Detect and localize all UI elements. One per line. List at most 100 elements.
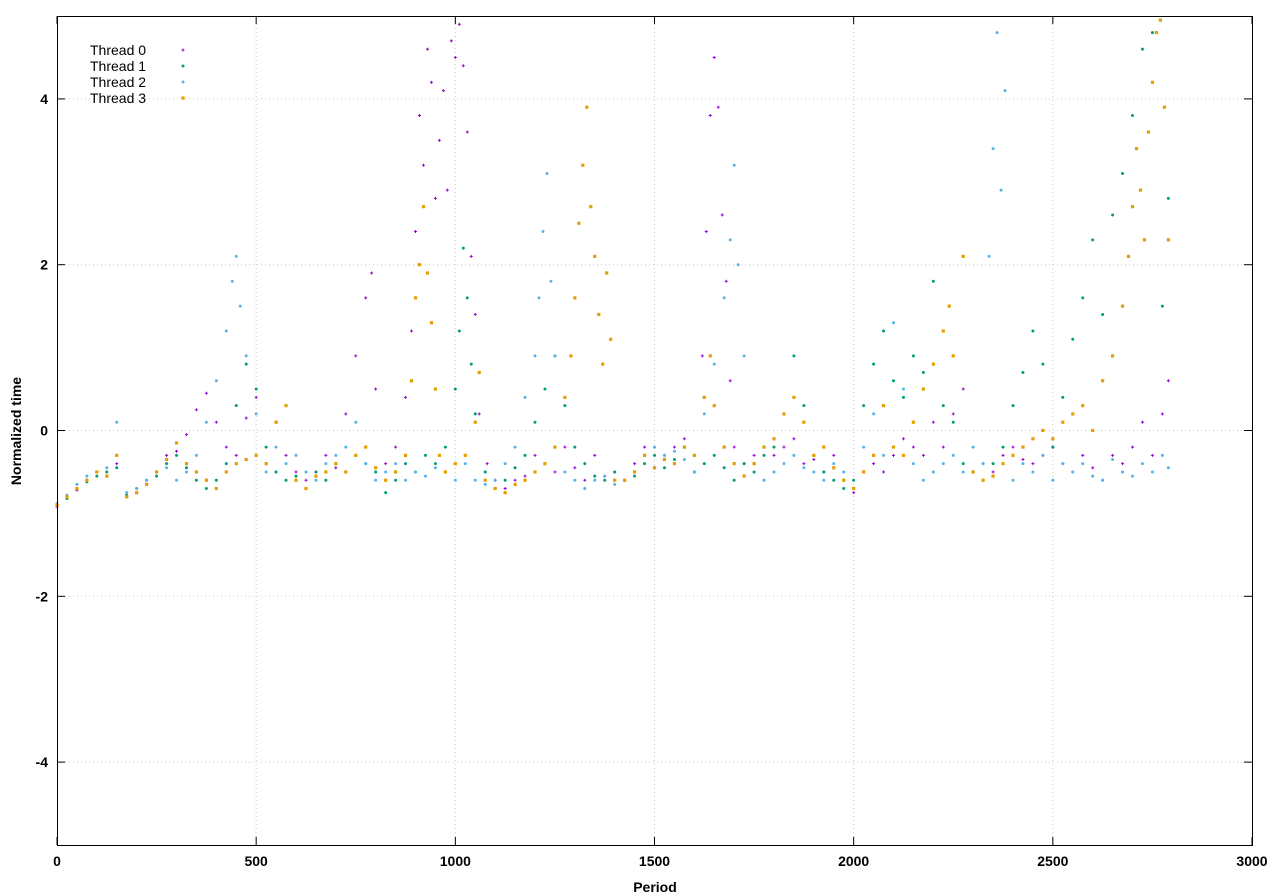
data-point [1126, 254, 1131, 259]
legend-marker [181, 48, 185, 52]
data-point [822, 470, 826, 474]
data-point [653, 453, 656, 457]
data-point [603, 474, 607, 478]
data-point [931, 279, 935, 283]
x-tick-label: 500 [244, 853, 268, 869]
data-point [304, 478, 308, 482]
data-point [577, 221, 581, 225]
data-point [145, 482, 149, 486]
series-thread-1 [55, 31, 1170, 507]
data-point [1140, 420, 1144, 424]
data-point [264, 445, 268, 449]
data-point [461, 64, 465, 68]
data-point [720, 213, 724, 217]
data-point [437, 453, 441, 457]
data-point [573, 296, 577, 300]
data-point [613, 478, 617, 482]
data-point [164, 457, 169, 462]
data-point [732, 462, 736, 466]
data-point [941, 462, 945, 466]
series-thread-0 [55, 22, 1170, 509]
data-point [1041, 453, 1045, 457]
data-point [732, 163, 736, 167]
data-point [1001, 453, 1005, 457]
data-point [1091, 474, 1095, 478]
data-point [792, 437, 796, 441]
data-point [652, 466, 657, 470]
data-point [1021, 370, 1025, 374]
data-point [473, 412, 477, 416]
data-point [175, 478, 178, 482]
data-point [662, 457, 667, 462]
data-point [394, 445, 398, 449]
data-point [393, 470, 398, 474]
data-point [175, 453, 178, 457]
x-axis-title: Period [633, 879, 677, 895]
data-point [194, 408, 198, 412]
data-point [1120, 304, 1125, 308]
data-point [465, 130, 469, 134]
data-point [1081, 462, 1085, 466]
data-point [533, 470, 537, 474]
data-point [1134, 147, 1139, 151]
data-point [324, 462, 328, 466]
data-point [115, 453, 119, 457]
data-point [403, 453, 408, 457]
data-point [184, 433, 188, 437]
legend-marker [181, 64, 185, 68]
data-point [485, 462, 489, 466]
data-point [541, 230, 545, 234]
data-point [334, 466, 338, 470]
data-point [1121, 470, 1125, 474]
y-tick-label: 2 [40, 257, 48, 273]
data-point [135, 491, 139, 495]
data-point [712, 404, 716, 408]
axis-tick-labels: 0 500 1000 1500 2000 2500 3000 -4 -2 0 2 4 [36, 91, 1268, 869]
data-point [443, 445, 447, 449]
data-point [224, 445, 228, 449]
data-point [184, 462, 189, 466]
data-point [463, 462, 467, 466]
data-point [1051, 437, 1055, 441]
data-point [1130, 205, 1135, 209]
data-point [1121, 172, 1125, 176]
data-point [394, 478, 398, 482]
data-point [892, 379, 895, 383]
data-point [105, 466, 109, 470]
data-point [234, 453, 238, 457]
data-point [384, 491, 388, 495]
data-point [1021, 445, 1025, 449]
data-point [314, 474, 318, 478]
data-point [1041, 362, 1045, 366]
data-point [700, 354, 704, 358]
data-point [1031, 437, 1035, 441]
data-point [354, 420, 358, 424]
data-point [85, 478, 89, 482]
data-point [812, 458, 816, 462]
data-point [165, 466, 169, 470]
legend-label: Thread 2 [90, 74, 146, 90]
data-point [433, 462, 437, 466]
data-point [662, 466, 666, 470]
data-point [1160, 453, 1164, 457]
data-point [1166, 379, 1170, 383]
x-tick-label: 2500 [1037, 853, 1068, 869]
data-point [752, 453, 756, 457]
data-point [732, 445, 736, 449]
data-point [999, 188, 1003, 192]
data-point [573, 466, 577, 470]
data-point [165, 462, 169, 466]
data-point [1031, 462, 1035, 466]
data-point [417, 263, 422, 267]
grid [57, 16, 1252, 845]
data-point [1160, 304, 1164, 308]
axis-ticks [56, 16, 1253, 845]
data-point [623, 478, 627, 482]
data-point [842, 470, 846, 474]
data-point [105, 470, 109, 474]
data-point [473, 478, 477, 482]
data-point [1131, 113, 1134, 117]
data-point [409, 379, 414, 383]
data-point [414, 230, 417, 234]
data-point [822, 478, 826, 482]
